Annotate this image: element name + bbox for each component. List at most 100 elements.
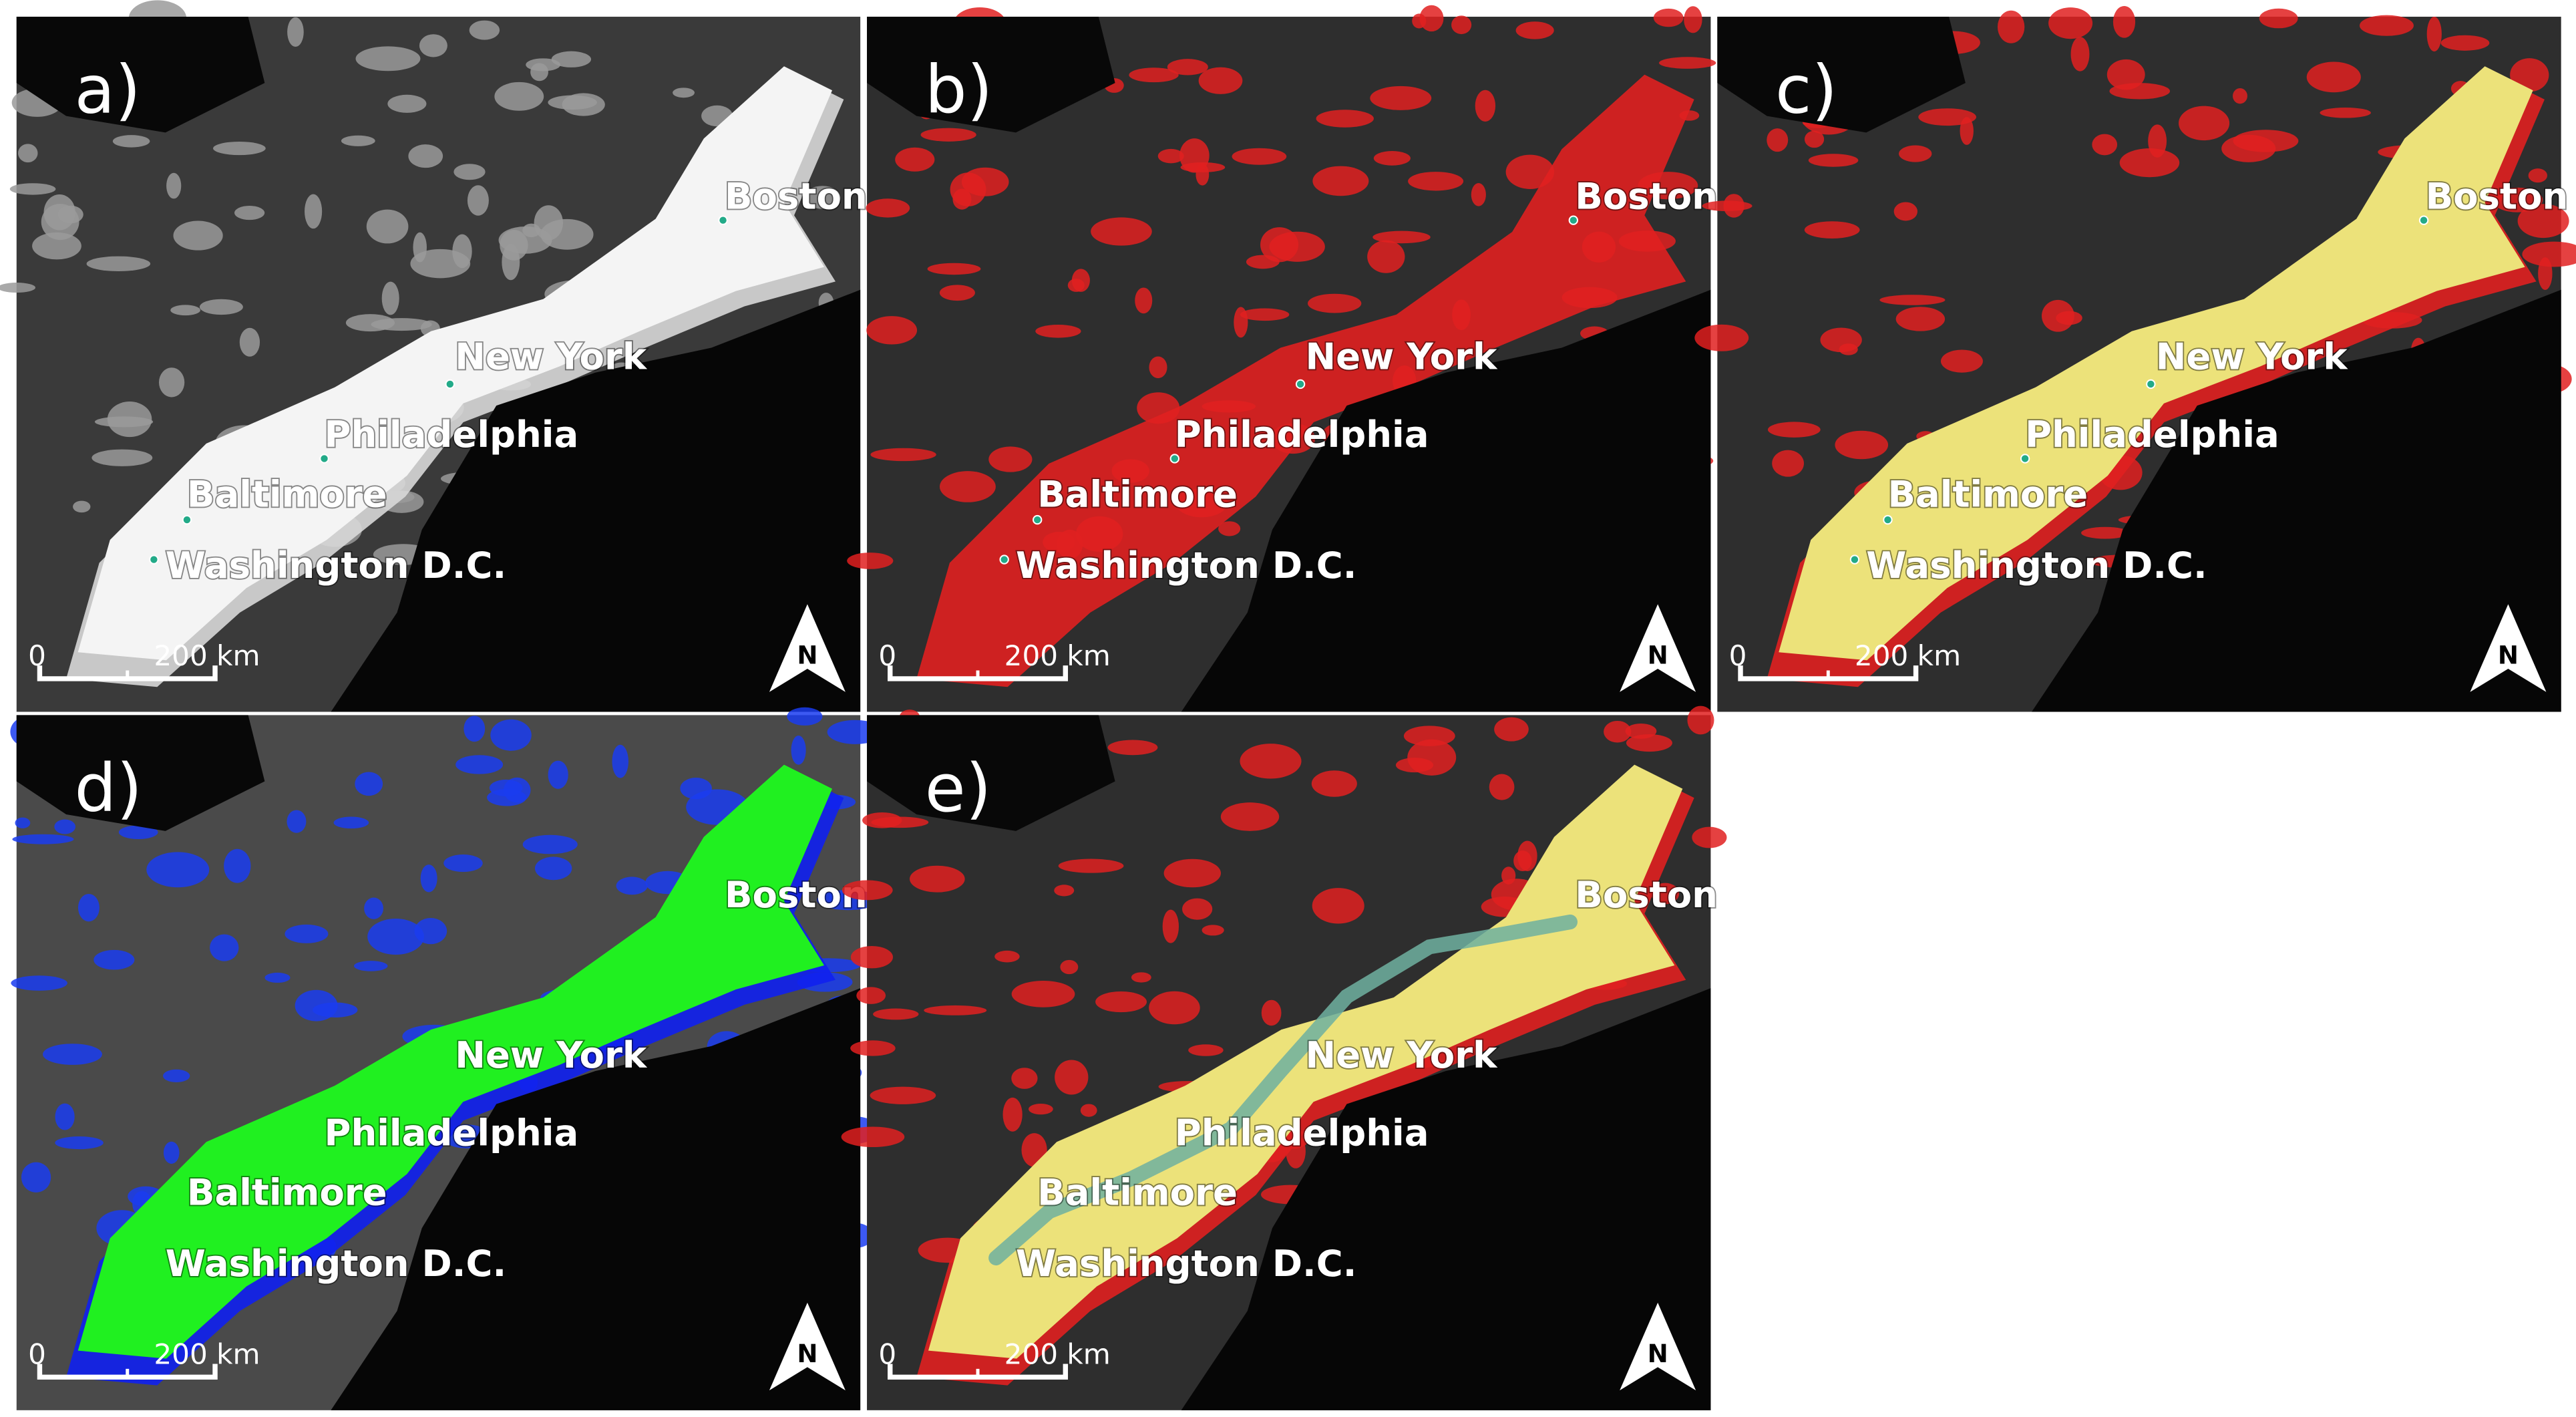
light-patch — [1653, 8, 1684, 27]
light-patch — [841, 1126, 905, 1148]
light-patch — [43, 1044, 102, 1065]
ocean — [1181, 289, 1711, 712]
light-patch — [1604, 720, 1632, 743]
north-label: N — [797, 641, 817, 670]
light-patch — [1879, 295, 1946, 305]
megaregion — [77, 66, 833, 661]
map-panel: d) Boston New York Philadelphia Baltimore Was… — [10, 707, 884, 1410]
lake — [16, 17, 265, 133]
city-label: Boston — [1575, 873, 1718, 916]
light-patch — [920, 128, 976, 142]
light-patch — [1002, 1097, 1023, 1132]
light-patch — [54, 819, 76, 834]
light-patch — [1240, 744, 1302, 779]
city-label: New York — [1306, 335, 1499, 378]
light-patch — [1471, 183, 1486, 206]
light-patch — [2538, 257, 2553, 290]
city-label: Philadelphia — [325, 413, 579, 456]
light-patch — [1316, 110, 1374, 128]
light-patch — [1367, 240, 1405, 273]
light-patch — [1163, 858, 1222, 888]
light-patch — [285, 924, 329, 943]
light-patch — [1772, 450, 1804, 477]
light-patch — [355, 46, 421, 71]
light-patch — [1407, 739, 1457, 776]
light-patch — [1149, 991, 1200, 1025]
light-patch — [1080, 1104, 1097, 1117]
city-label: Philadelphia — [325, 1111, 579, 1154]
light-patch — [895, 147, 935, 172]
light-patch — [333, 816, 369, 829]
urban-area — [916, 74, 1694, 687]
light-patch — [1240, 308, 1290, 321]
north-arrow — [1620, 1302, 1696, 1391]
corridor-line — [988, 914, 1578, 1266]
light-patch — [86, 256, 151, 271]
light-patch — [1515, 21, 1554, 39]
city-dot — [1883, 514, 1893, 525]
light-patch — [2359, 15, 2414, 36]
light-patch — [494, 82, 544, 111]
panel-label: e) — [925, 750, 992, 827]
light-patch — [1513, 850, 1532, 872]
light-patch — [354, 961, 388, 971]
light-patch — [1055, 1060, 1089, 1095]
light-patch — [1054, 885, 1075, 897]
light-patch — [1091, 217, 1152, 246]
light-patch — [1687, 705, 1714, 735]
light-patch — [118, 825, 158, 840]
light-patch — [2510, 58, 2549, 92]
light-patch — [1198, 67, 1243, 94]
city-dot — [1568, 215, 1579, 225]
scale-label: 0 — [1729, 639, 1747, 672]
light-patch — [2048, 7, 2093, 39]
light-patch — [1651, 883, 1680, 905]
light-patch — [1494, 717, 1529, 742]
light-patch — [371, 318, 432, 331]
city-dot — [182, 514, 192, 525]
city-label: Philadelphia — [1175, 1111, 1429, 1154]
light-patch — [1182, 898, 1213, 920]
scale-label: 200 km — [154, 1337, 260, 1370]
light-patch — [1767, 422, 1821, 438]
light-patch — [170, 305, 200, 316]
light-patch — [1408, 172, 1464, 191]
light-patch — [961, 167, 1009, 196]
city-dot — [149, 555, 159, 565]
city-label: New York — [455, 1034, 648, 1076]
lake — [867, 715, 1115, 831]
city-dot — [445, 379, 455, 389]
light-patch — [2517, 204, 2569, 239]
light-patch — [2426, 16, 2442, 51]
north-label: N — [1648, 641, 1668, 670]
scale-label: 0 — [28, 1337, 46, 1370]
light-patch — [43, 194, 75, 230]
scale-label: 0 — [28, 639, 46, 672]
city-label: Baltimore — [1037, 472, 1238, 515]
scale-label: 200 km — [1004, 1337, 1111, 1370]
light-patch — [1060, 959, 1079, 975]
light-patch — [367, 919, 424, 955]
light-patch — [112, 135, 150, 148]
light-patch — [1107, 740, 1158, 756]
light-patch — [1804, 221, 1860, 239]
light-patch — [616, 877, 648, 895]
light-patch — [1808, 154, 1859, 167]
light-patch — [213, 141, 266, 156]
light-patch — [862, 812, 902, 828]
light-patch — [146, 852, 210, 888]
light-patch — [939, 471, 996, 502]
north-arrow — [1620, 604, 1696, 692]
light-patch — [1095, 991, 1147, 1013]
light-patch — [856, 987, 886, 1004]
city-label: Philadelphia — [2025, 413, 2279, 456]
light-patch — [163, 1141, 180, 1164]
light-patch — [455, 755, 504, 774]
light-patch — [791, 735, 806, 765]
light-patch — [787, 707, 823, 726]
city-label: Boston — [725, 873, 868, 916]
light-patch — [1373, 151, 1411, 166]
light-patch — [21, 1162, 51, 1193]
light-patch — [55, 1136, 104, 1150]
light-patch — [2106, 59, 2145, 90]
